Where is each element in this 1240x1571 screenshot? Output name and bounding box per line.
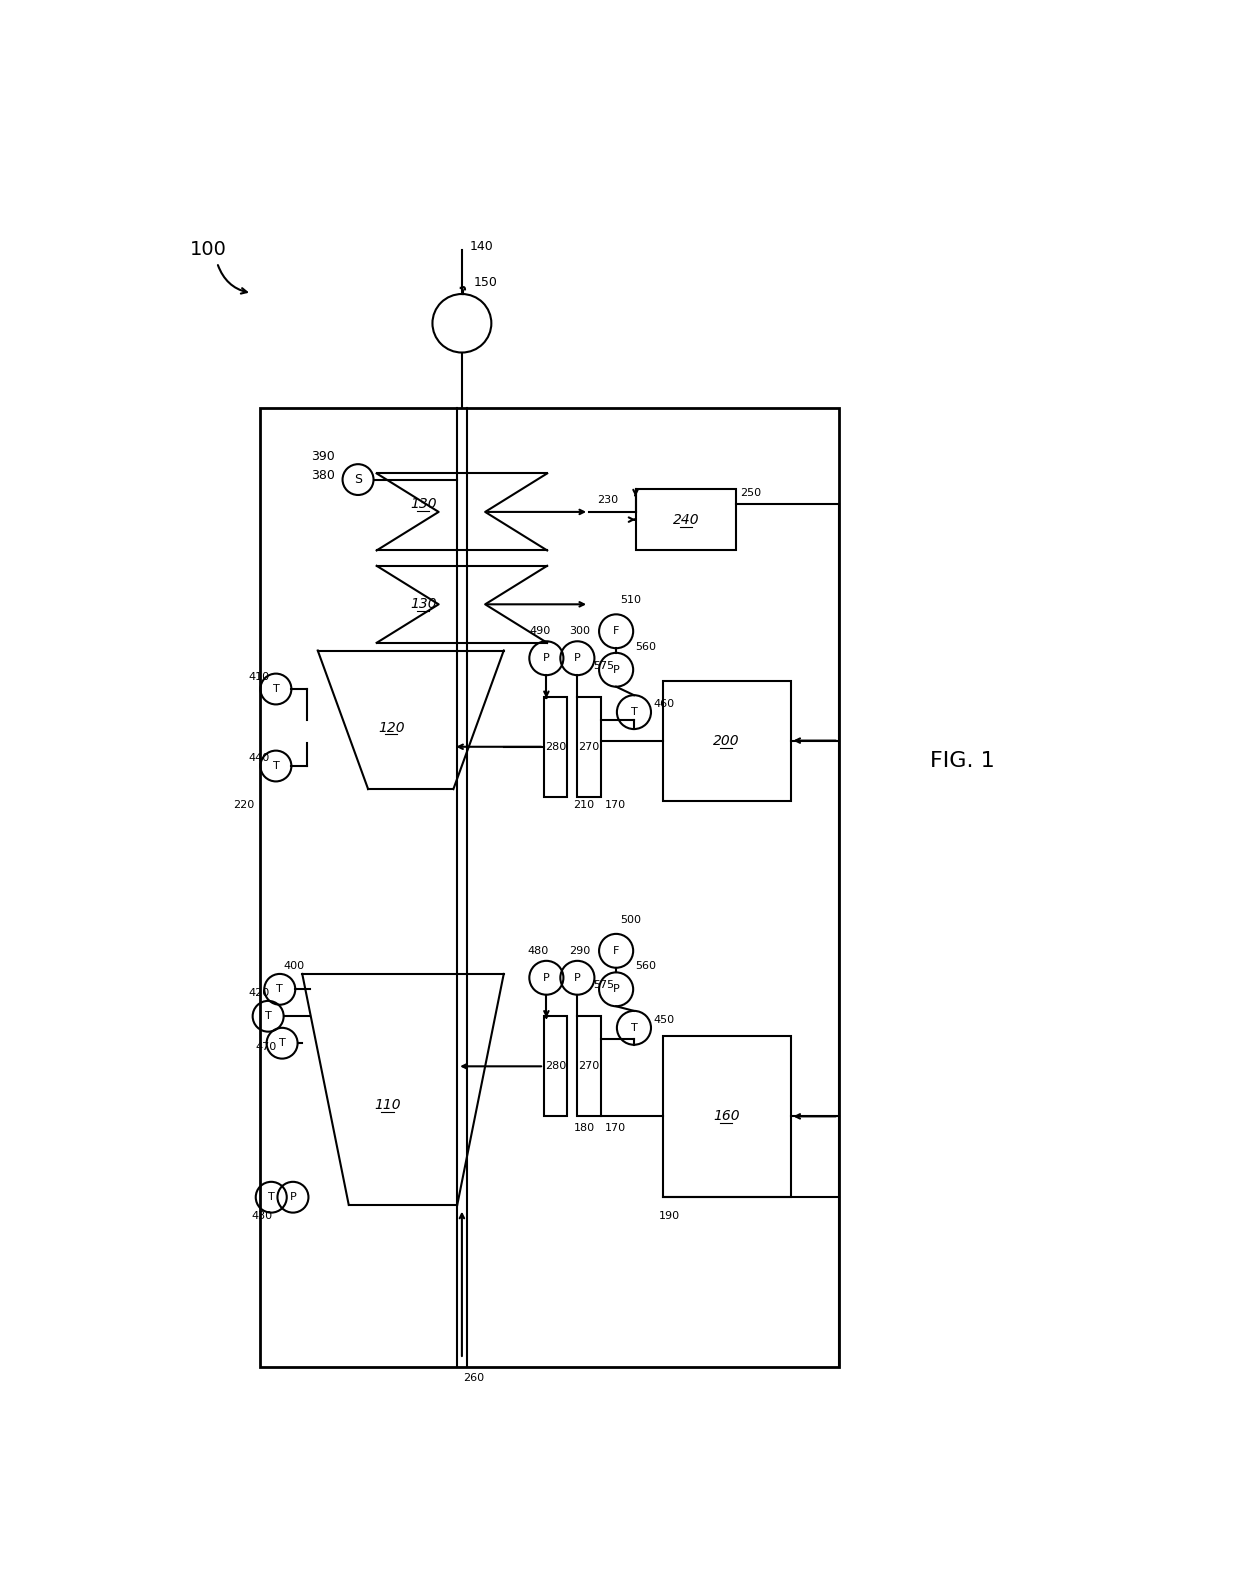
Text: P: P [574,654,580,663]
Text: 450: 450 [653,1015,675,1026]
Text: 575: 575 [593,661,614,671]
Bar [578,696,600,796]
Text: P: P [613,985,620,994]
Text: 440: 440 [249,754,270,764]
Text: 220: 220 [233,800,254,809]
Text: T: T [631,1023,637,1032]
Text: 210: 210 [573,800,595,809]
Text: 230: 230 [596,495,618,506]
Text: 270: 270 [578,742,600,753]
Text: 130: 130 [410,496,436,511]
Bar [260,408,838,1367]
Bar [578,1016,600,1117]
Bar [662,682,791,801]
Text: 270: 270 [578,1062,600,1071]
Text: P: P [290,1192,296,1202]
Text: T: T [268,1192,274,1202]
Text: 180: 180 [573,1123,595,1133]
Text: 575: 575 [593,980,614,990]
Text: T: T [631,707,637,716]
Bar [544,1016,567,1117]
Text: P: P [543,972,549,983]
Bar [544,696,567,796]
Text: 100: 100 [190,240,227,259]
Text: 410: 410 [249,672,270,682]
Text: 160: 160 [713,1109,739,1123]
Text: 560: 560 [635,961,656,971]
Text: 250: 250 [740,487,761,498]
Text: F: F [613,627,619,636]
Text: 120: 120 [378,721,404,735]
Text: 200: 200 [713,734,739,748]
Text: 420: 420 [249,988,270,998]
Text: P: P [613,665,620,676]
Text: 430: 430 [252,1211,273,1222]
Text: 260: 260 [464,1373,485,1382]
Text: 510: 510 [620,595,641,605]
Text: 140: 140 [470,240,494,253]
Text: 110: 110 [374,1098,401,1112]
Text: T: T [273,683,279,694]
Text: 560: 560 [635,641,656,652]
Text: P: P [543,654,549,663]
Text: 150: 150 [474,276,497,289]
Text: 170: 170 [605,1123,626,1133]
Text: 240: 240 [672,512,699,526]
Text: 280: 280 [546,742,567,753]
Text: T: T [277,985,283,994]
Text: F: F [613,946,619,955]
Text: 400: 400 [284,961,305,971]
Text: 480: 480 [527,946,548,955]
Text: 130: 130 [410,597,436,611]
Bar [662,1035,791,1197]
Text: S: S [355,473,362,485]
Text: 170: 170 [605,800,626,809]
Text: T: T [273,760,279,771]
Text: 290: 290 [569,946,591,955]
Text: 470: 470 [255,1042,277,1053]
Text: T: T [279,1038,285,1048]
Text: 460: 460 [653,699,675,710]
Text: 390: 390 [311,449,335,463]
Text: 380: 380 [311,470,336,482]
Text: 280: 280 [546,1062,567,1071]
Text: T: T [265,1012,272,1021]
Text: P: P [574,972,580,983]
Text: 190: 190 [658,1211,680,1222]
Bar [635,489,737,550]
Text: 490: 490 [529,627,551,636]
Text: FIG. 1: FIG. 1 [930,751,994,771]
Text: 300: 300 [569,627,590,636]
Text: 500: 500 [620,914,641,925]
